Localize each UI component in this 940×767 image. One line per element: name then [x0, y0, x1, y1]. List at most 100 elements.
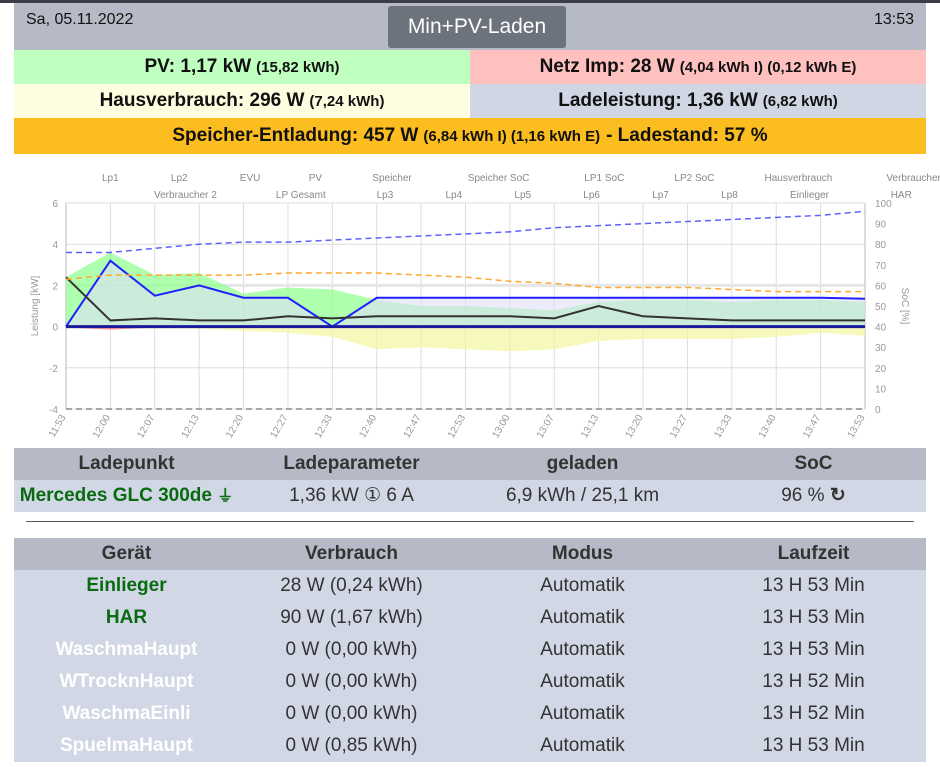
y-tick-label: 0	[52, 323, 58, 334]
device-mode[interactable]: Automatik	[464, 634, 701, 666]
device-name[interactable]: WaschmaEinli	[14, 698, 239, 730]
y-tick-label: -4	[49, 405, 58, 416]
y2-tick-label: 10	[875, 384, 887, 395]
x-tick-label: 13:53	[846, 413, 868, 441]
device-consumption: 0 W (0,00 kWh)	[239, 666, 464, 698]
charge-mode-button[interactable]: Min+PV-Laden	[388, 6, 566, 48]
col-header: SoC	[701, 448, 926, 480]
devices-table: Gerät Verbrauch Modus Laufzeit Einlieger…	[14, 538, 926, 762]
device-mode[interactable]: Automatik	[464, 730, 701, 762]
legend-label: Lp1	[102, 173, 119, 184]
device-runtime: 13 H 53 Min	[701, 570, 926, 602]
battery-soc: - Ladestand: 57 %	[606, 125, 768, 146]
grid-value: Netz Imp: 28 W	[539, 56, 675, 77]
legend-label: LP Gesamt	[276, 190, 326, 201]
house-summary: Hausverbrauch: 296 W (7,24 kWh)	[14, 84, 470, 118]
legend-label: Einlieger	[790, 190, 830, 201]
col-header: Ladepunkt	[14, 448, 239, 480]
col-header: Laufzeit	[701, 538, 926, 570]
chargepoint-table: Ladepunkt Ladeparameter geladen SoC Merc…	[14, 448, 926, 512]
x-tick-label: 12:47	[402, 413, 424, 441]
plug-icon: ⏚	[217, 488, 234, 505]
device-consumption: 28 W (0,24 kWh)	[239, 570, 464, 602]
chargepoint-name[interactable]: Mercedes GLC 300de ⏚	[14, 480, 239, 512]
header-bar: Sa, 05.11.2022 Min+PV-Laden 13:53	[14, 3, 926, 50]
y-tick-label: 4	[52, 240, 58, 251]
legend-label: Lp6	[583, 190, 600, 201]
series-hausverbrauch-line	[65, 276, 865, 322]
col-header: Gerät	[14, 538, 239, 570]
date: Sa, 05.11.2022	[26, 11, 134, 28]
col-header: geladen	[464, 448, 701, 480]
legend-label: Speicher SoC	[468, 173, 530, 184]
x-tick-label: 13:00	[490, 413, 512, 441]
x-tick-label: 12:33	[313, 413, 335, 441]
x-tick-label: 12:07	[135, 413, 157, 441]
charge-params[interactable]: 1,36 kW ① 6 A	[239, 480, 464, 512]
x-tick-label: 11:53	[47, 413, 69, 440]
legend-label: PV	[309, 173, 323, 184]
device-mode[interactable]: Automatik	[464, 602, 701, 634]
y-tick-label: 6	[52, 199, 58, 210]
device-name[interactable]: HAR	[14, 602, 239, 634]
x-tick-label: 12:27	[269, 413, 291, 441]
series-speicher-soc-line	[65, 272, 865, 293]
refresh-icon[interactable]: ↻	[829, 485, 846, 506]
grid-summary: Netz Imp: 28 W (4,04 kWh I) (0,12 kWh E)	[470, 50, 926, 84]
battery-value: Speicher-Entladung: 457 W	[172, 125, 419, 146]
legend-label: Lp2	[171, 173, 188, 184]
device-name[interactable]: SpuelmaHaupt	[14, 730, 239, 762]
y2-tick-label: 0	[875, 405, 881, 416]
y2-tick-label: 80	[875, 240, 887, 251]
device-runtime: 13 H 53 Min	[701, 730, 926, 762]
device-runtime: 13 H 53 Min	[701, 634, 926, 666]
y2-tick-label: 70	[875, 261, 887, 272]
legend-label: EVU	[240, 173, 261, 184]
device-runtime: 13 H 53 Min	[701, 602, 926, 634]
legend-label: Lp7	[652, 190, 669, 201]
chargepoint-label[interactable]: Mercedes GLC 300de	[19, 485, 212, 506]
charge-detail: (6,82 kWh)	[762, 92, 838, 110]
device-mode[interactable]: Automatik	[464, 666, 701, 698]
y2-tick-label: 50	[875, 302, 887, 313]
soc-value: 96 %	[781, 485, 825, 506]
legend-label: HAR	[891, 190, 912, 201]
device-name[interactable]: Einlieger	[14, 570, 239, 602]
y2-tick-label: 30	[875, 343, 887, 354]
x-tick-label: 13:07	[535, 413, 557, 441]
grid-detail: (4,04 kWh I) (0,12 kWh E)	[679, 58, 857, 76]
y-tick-label: -2	[49, 364, 58, 375]
legend-label: Hausverbrauch	[765, 173, 833, 184]
y-axis-label: Leistung [kW]	[30, 275, 41, 336]
legend-label: Lp8	[721, 190, 738, 201]
charge-value: Ladeleistung: 1,36 kW	[558, 90, 758, 111]
pv-value: PV: 1,17 kW	[144, 56, 252, 77]
device-mode[interactable]: Automatik	[464, 698, 701, 730]
device-name[interactable]: WTrocknHaupt	[14, 666, 239, 698]
y-tick-label: 2	[52, 281, 58, 292]
y2-tick-label: 100	[875, 199, 892, 210]
charged-amount: 6,9 kWh / 25,1 km	[464, 480, 701, 512]
legend-label: LP2 SoC	[674, 173, 714, 184]
legend-label: Verbraucher 2	[154, 190, 217, 201]
y2-axis-label: SoC [%]	[899, 288, 910, 325]
device-name[interactable]: WaschmaHaupt	[14, 634, 239, 666]
y2-tick-label: 60	[875, 281, 887, 292]
device-consumption: 0 W (0,85 kWh)	[239, 730, 464, 762]
top-border	[0, 0, 940, 3]
pv-summary: PV: 1,17 kW (15,82 kWh)	[14, 50, 470, 84]
divider	[26, 521, 914, 522]
series-lp1-soc-line	[66, 210, 866, 254]
col-header: Modus	[464, 538, 701, 570]
legend-label: Lp5	[514, 190, 531, 201]
battery-summary: Speicher-Entladung: 457 W (6,84 kWh I) (1…	[14, 118, 926, 154]
legend-label: Lp3	[377, 190, 394, 201]
x-tick-label: 13:13	[579, 413, 601, 441]
legend-label: Lp4	[446, 190, 463, 201]
series-lp-gesamt-area	[66, 260, 865, 327]
x-tick-label: 12:53	[446, 413, 468, 441]
device-consumption: 0 W (0,00 kWh)	[239, 634, 464, 666]
device-mode[interactable]: Automatik	[464, 570, 701, 602]
x-tick-label: 12:20	[224, 413, 246, 441]
legend-label: Speicher	[372, 173, 412, 184]
